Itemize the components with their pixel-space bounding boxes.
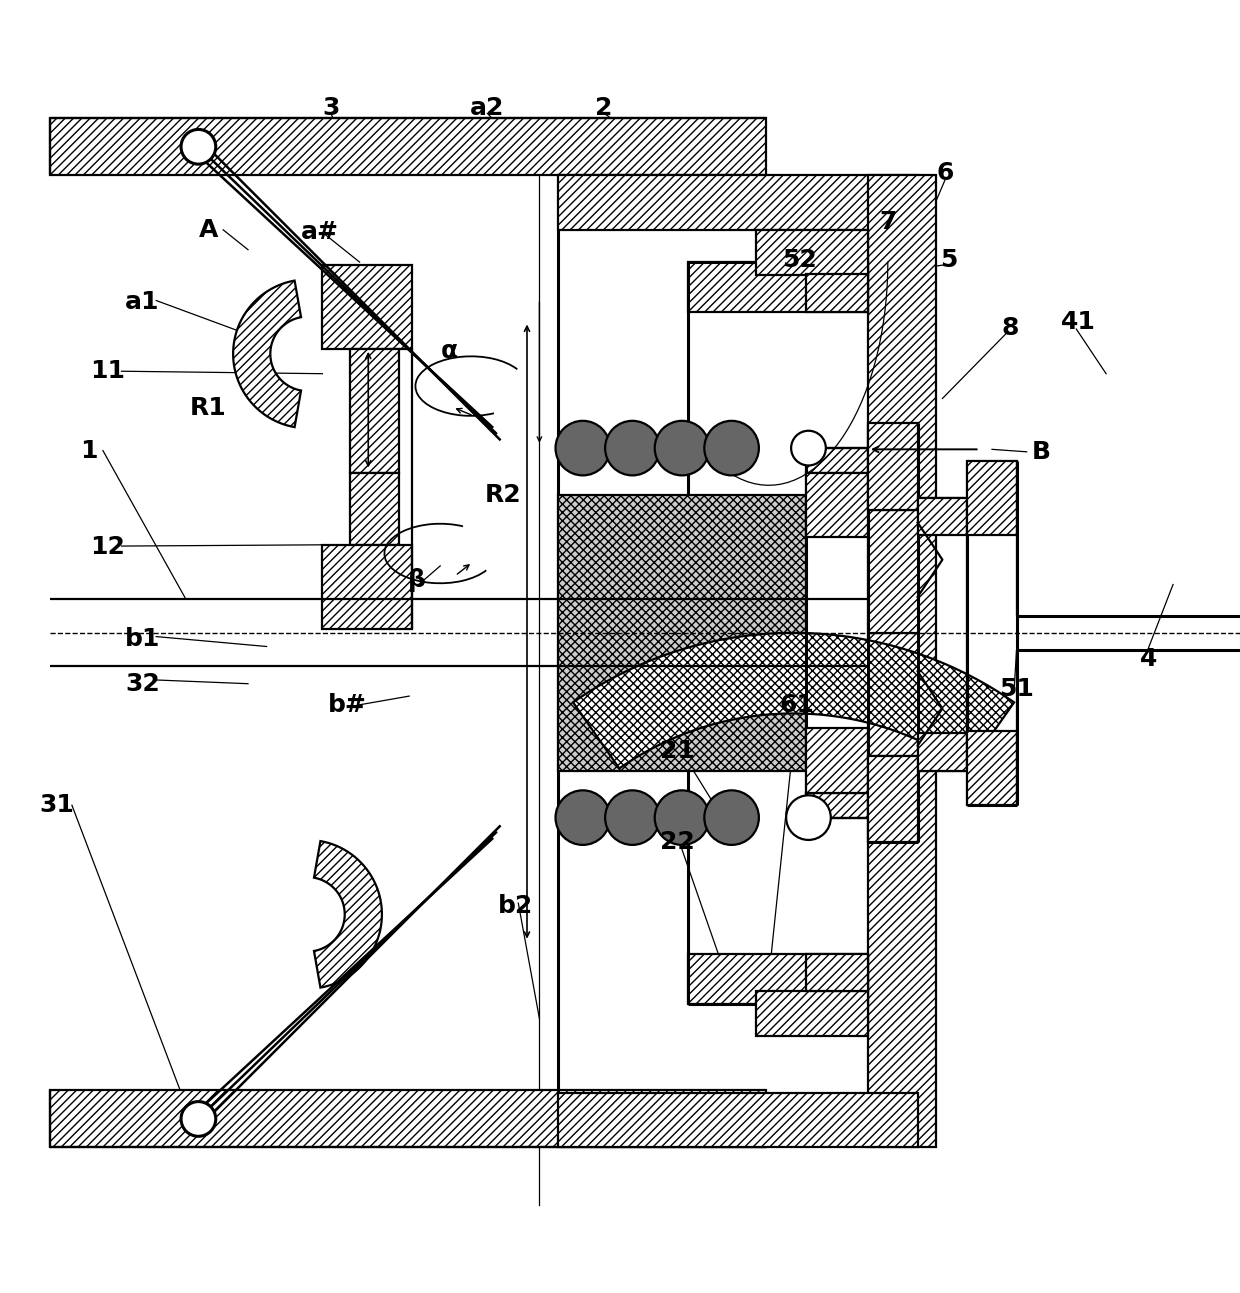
Text: A: A — [198, 217, 218, 242]
Bar — [350, 473, 399, 544]
Bar — [806, 274, 868, 312]
Bar — [50, 118, 766, 176]
Bar — [558, 1093, 918, 1147]
Text: 6: 6 — [936, 160, 954, 185]
Bar — [688, 954, 868, 1003]
Circle shape — [556, 420, 610, 476]
Text: b#: b# — [327, 693, 367, 716]
Text: 32: 32 — [125, 671, 160, 696]
Text: B: B — [1032, 440, 1052, 464]
Circle shape — [655, 790, 709, 844]
Bar — [756, 992, 868, 1036]
Text: a#: a# — [301, 220, 339, 244]
Text: 51: 51 — [999, 676, 1034, 701]
Bar — [868, 176, 936, 1147]
Circle shape — [605, 790, 660, 844]
Text: b1: b1 — [125, 627, 160, 652]
Bar — [918, 733, 967, 771]
Bar — [350, 349, 399, 473]
Circle shape — [181, 129, 216, 164]
Text: 22: 22 — [660, 830, 694, 855]
Text: 61: 61 — [780, 693, 815, 716]
Circle shape — [181, 1102, 216, 1137]
Text: β: β — [408, 568, 425, 591]
Text: α: α — [440, 339, 458, 363]
Circle shape — [786, 795, 831, 840]
Bar — [322, 265, 412, 349]
Text: b2: b2 — [498, 893, 533, 918]
Text: 2: 2 — [595, 97, 613, 120]
Circle shape — [704, 420, 759, 476]
Bar — [756, 230, 868, 274]
Polygon shape — [314, 840, 382, 988]
Bar — [558, 495, 806, 771]
Circle shape — [556, 790, 610, 844]
Bar — [868, 755, 918, 843]
Text: 12: 12 — [91, 535, 125, 560]
Bar — [806, 473, 868, 538]
Text: 5: 5 — [940, 248, 957, 272]
Bar — [50, 1090, 766, 1147]
Text: a2: a2 — [470, 97, 505, 120]
Bar — [806, 449, 868, 473]
Text: 52: 52 — [782, 248, 817, 272]
Text: 1: 1 — [81, 438, 98, 463]
Text: 8: 8 — [1002, 315, 1019, 340]
Text: 11: 11 — [91, 359, 125, 383]
Bar — [868, 423, 918, 511]
Bar — [918, 498, 967, 535]
Text: 21: 21 — [660, 738, 694, 763]
Bar — [806, 954, 868, 992]
Bar — [806, 793, 868, 817]
Text: 41: 41 — [1061, 309, 1096, 334]
Text: R1: R1 — [190, 397, 227, 420]
Bar — [967, 731, 1017, 806]
Text: a1: a1 — [125, 290, 160, 314]
Text: 3: 3 — [322, 97, 340, 120]
Text: 4: 4 — [1140, 646, 1157, 671]
Circle shape — [791, 431, 826, 465]
Polygon shape — [233, 281, 301, 427]
Text: 7: 7 — [879, 211, 897, 234]
Circle shape — [704, 790, 759, 844]
Polygon shape — [573, 632, 1014, 768]
Circle shape — [605, 420, 660, 476]
Bar — [688, 262, 868, 312]
Text: R2: R2 — [485, 484, 522, 507]
Circle shape — [655, 420, 709, 476]
Bar — [967, 460, 1017, 535]
Text: 31: 31 — [40, 793, 74, 817]
Bar — [806, 728, 868, 793]
Bar — [558, 176, 918, 230]
Bar — [322, 544, 412, 630]
